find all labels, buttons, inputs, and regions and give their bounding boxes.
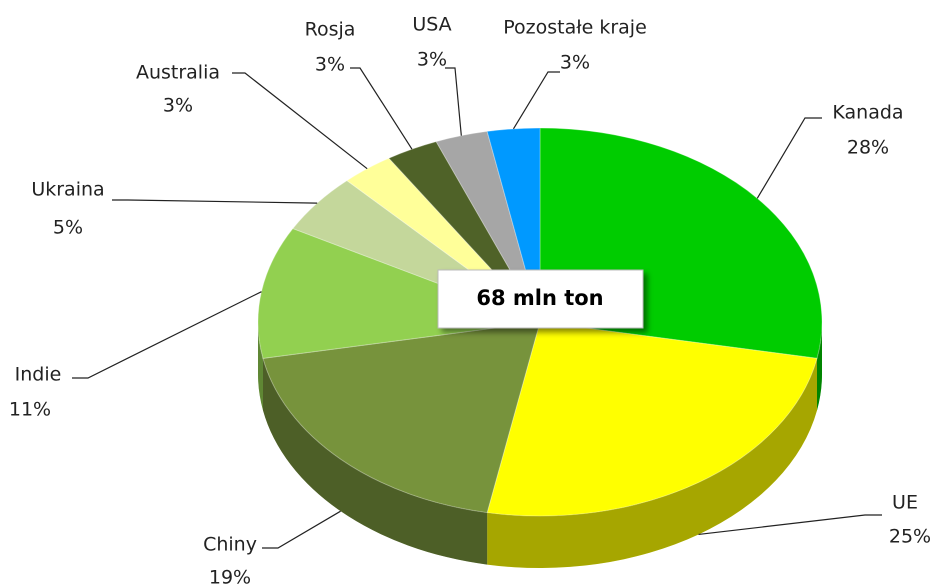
- slice-label: Indie: [15, 364, 62, 386]
- leader-line: [445, 67, 462, 136]
- slice-label: Rosja: [305, 19, 356, 41]
- slice-label: Chiny: [203, 534, 257, 556]
- pie-side: [487, 358, 818, 568]
- leader-line: [756, 117, 822, 199]
- slice-value: 25%: [889, 526, 931, 548]
- slice-label: USA: [412, 14, 451, 36]
- slice-value: 5%: [53, 217, 83, 239]
- leader-line: [262, 510, 341, 549]
- pie-side: [817, 322, 822, 411]
- leader-line: [112, 199, 318, 204]
- slice-value: 3%: [560, 52, 590, 74]
- slice-label: Ukraina: [31, 179, 104, 201]
- pie-sides: [258, 322, 822, 568]
- slice-value: 3%: [315, 54, 345, 76]
- slice-value: 3%: [417, 49, 447, 71]
- center-label: 68 mln ton: [476, 286, 603, 310]
- leader-line: [698, 514, 882, 536]
- pie-slice: [262, 321, 541, 514]
- leader-lines: [72, 67, 882, 549]
- pie-side-shade: [487, 358, 818, 568]
- slice-label: UE: [892, 492, 918, 514]
- pie-side: [258, 322, 263, 411]
- slice-value: 19%: [209, 567, 251, 586]
- pie-slice: [486, 321, 818, 517]
- pie-side-shade: [258, 322, 263, 411]
- center-box: [437, 269, 644, 329]
- slice-value: 11%: [9, 399, 51, 421]
- pie-side-shade: [262, 358, 488, 565]
- pie-side: [262, 358, 488, 565]
- slice-label: Australia: [136, 62, 220, 84]
- labels: Kanada 28% UE 25% Chiny 19% Indie 11% Ukraina 5% A…: [9, 14, 931, 586]
- slice-value: 28%: [847, 137, 889, 159]
- slice-value: 3%: [163, 95, 193, 117]
- leader-line: [350, 67, 413, 150]
- pie-side-shade: [817, 322, 822, 411]
- slice-label: Pozostałe kraje: [503, 17, 647, 39]
- leader-line: [232, 72, 368, 170]
- leader-line: [72, 291, 262, 379]
- slice-label: Kanada: [832, 102, 903, 124]
- leader-line: [512, 71, 560, 130]
